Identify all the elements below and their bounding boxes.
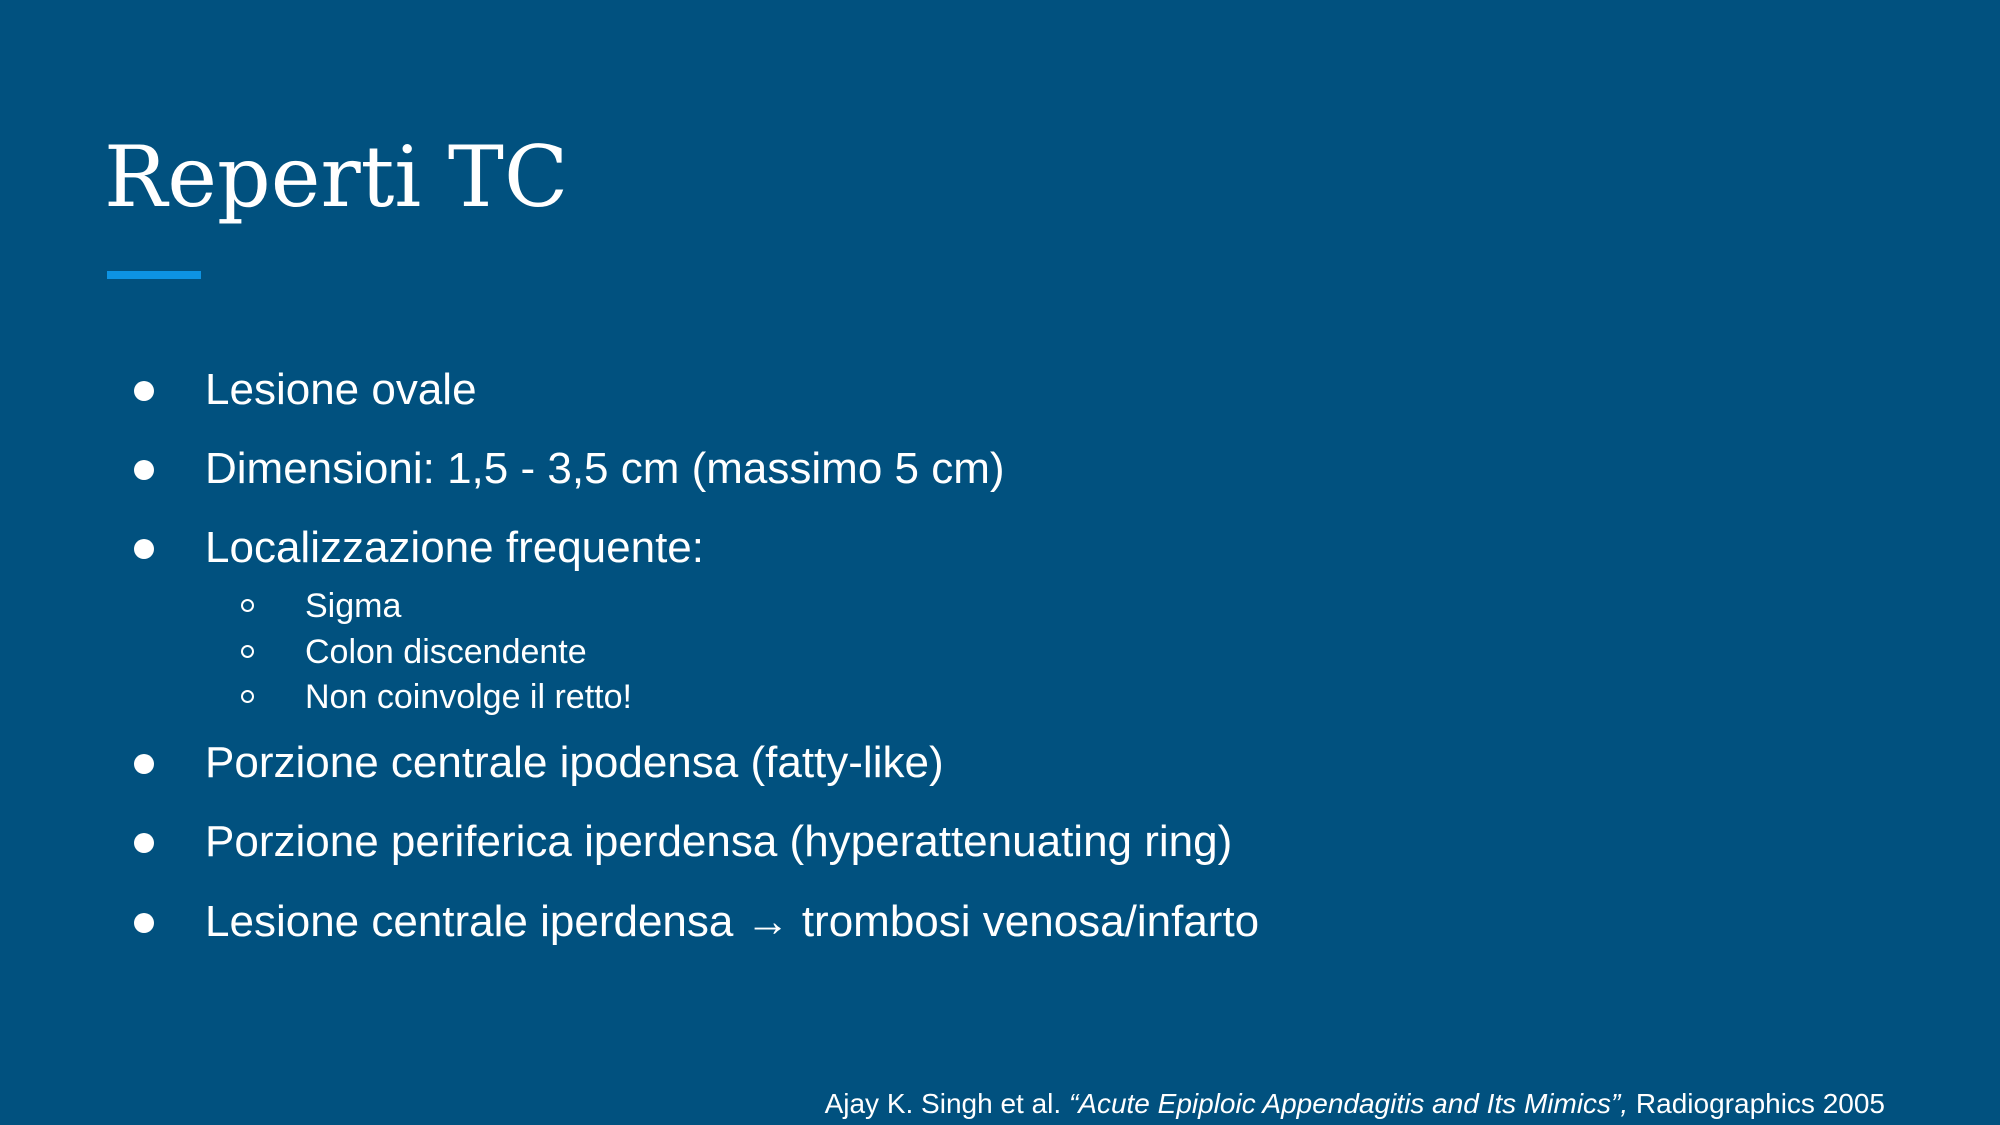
citation-authors: Ajay K. Singh et al.	[824, 1088, 1069, 1119]
bullet-text: Porzione centrale ipodensa (fatty-like)	[205, 738, 944, 787]
bullet-text: Dimensioni: 1,5 - 3,5 cm (massimo 5 cm)	[205, 444, 1005, 493]
citation-title: “Acute Epiploic Appendagitis and Its Mim…	[1068, 1088, 1629, 1119]
slide-title: Reperti TC	[104, 128, 569, 226]
sub-bullet-text: Colon discendente	[305, 633, 587, 671]
bullet-text: Localizzazione frequente:	[205, 523, 704, 572]
citation-source: Radiographics 2005	[1628, 1088, 1885, 1119]
bullet-text: Lesione ovale	[205, 365, 477, 414]
sub-bullet-text: Non coinvolge il retto!	[305, 678, 632, 716]
citation: Ajay K. Singh et al. “Acute Epiploic App…	[825, 1084, 1885, 1124]
bullet-text: Lesione centrale iperdensa → trombosi ve…	[205, 897, 1260, 946]
sub-bullet-text: Sigma	[305, 587, 402, 625]
bullet-text: Porzione periferica iperdensa (hyperatte…	[205, 817, 1233, 866]
title-accent-bar	[107, 271, 201, 279]
